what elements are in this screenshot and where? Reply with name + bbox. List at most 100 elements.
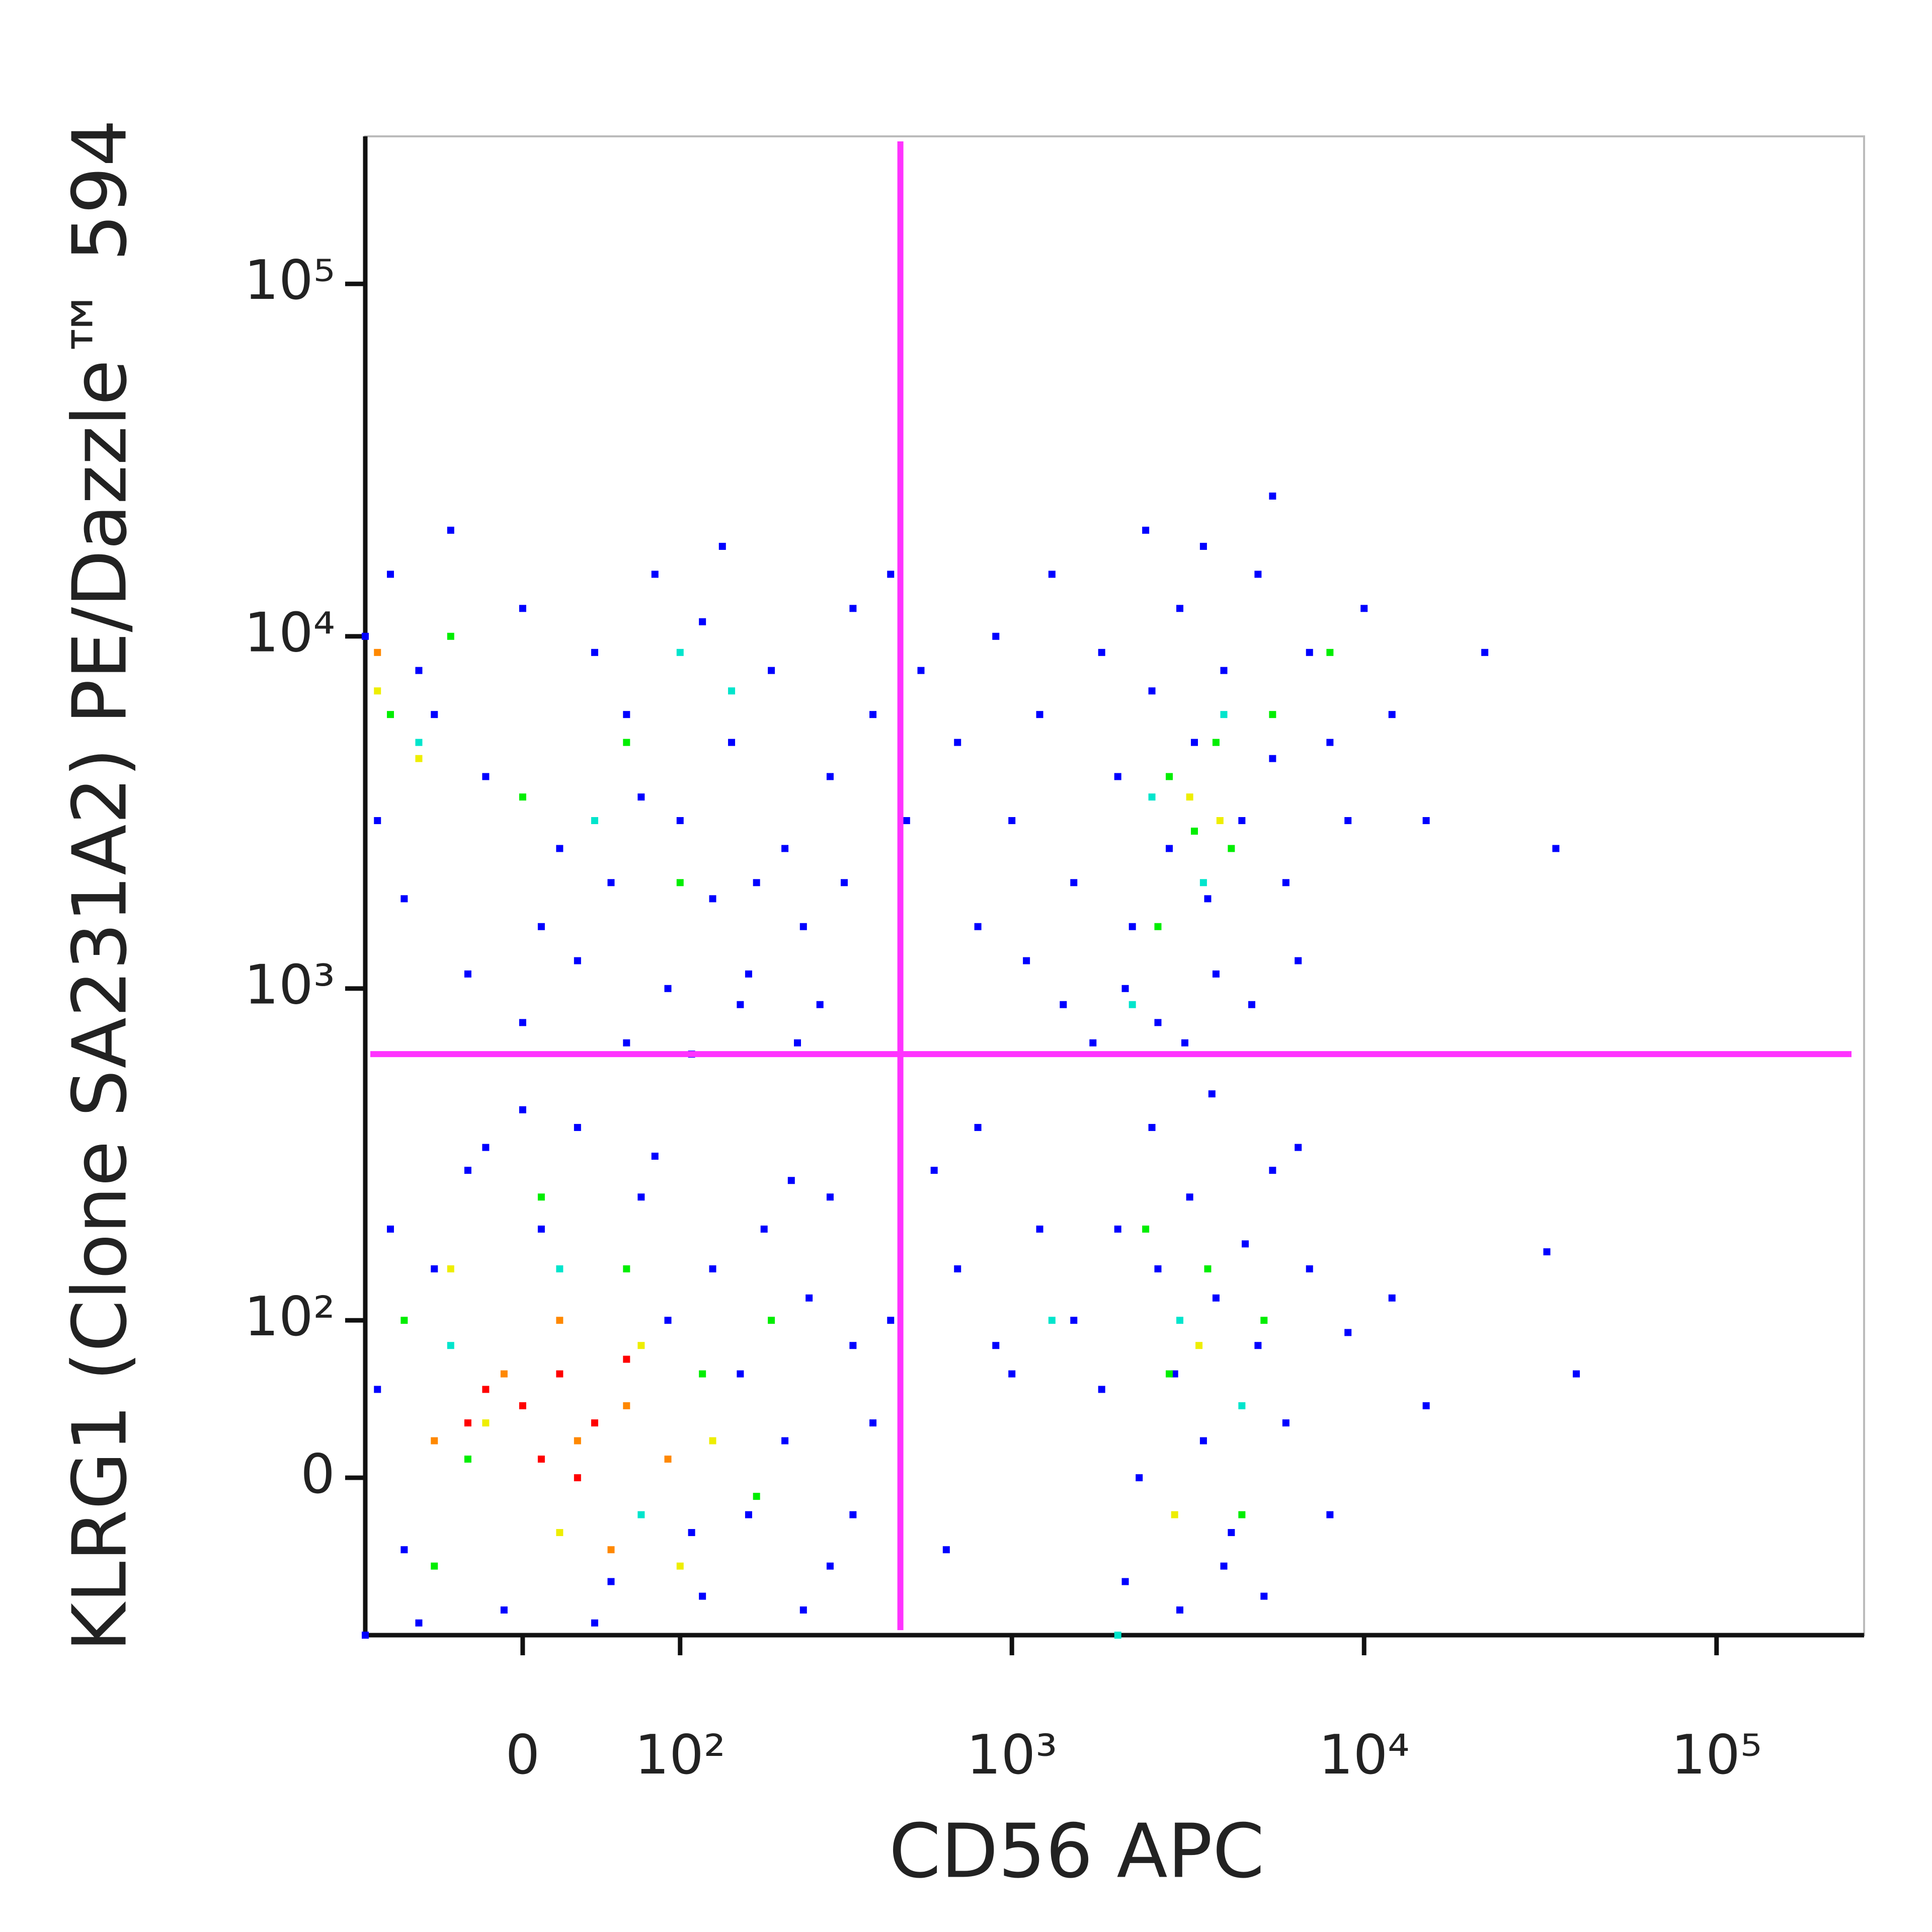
plot-frame (364, 135, 1865, 1636)
event-dot (387, 711, 394, 718)
event-dot (1238, 817, 1246, 824)
event-dot (482, 1386, 490, 1393)
event-dot (728, 687, 736, 695)
event-dot (651, 571, 659, 578)
event-dot (1260, 1317, 1268, 1324)
event-dot (1048, 571, 1056, 578)
event-dot (709, 1265, 716, 1272)
event-dot (664, 1456, 672, 1463)
event-dot (1190, 827, 1198, 835)
event-dot (537, 1225, 545, 1233)
event-dot (840, 879, 848, 887)
event-dot (1238, 1511, 1246, 1518)
event-dot (1199, 542, 1207, 550)
event-dot (387, 571, 394, 578)
event-dot (431, 1562, 438, 1570)
event-dot (930, 1167, 938, 1174)
event-dot (1573, 1370, 1580, 1378)
event-dot (431, 1265, 438, 1272)
event-dot (374, 687, 381, 695)
event-dot (1552, 845, 1560, 852)
event-dot (1344, 817, 1352, 824)
event-dot (1148, 1123, 1156, 1131)
event-dot (1008, 1370, 1016, 1378)
event-dot (1212, 1294, 1220, 1302)
event-dot (519, 1019, 526, 1026)
event-dot (676, 817, 684, 824)
event-dot (623, 1039, 630, 1046)
event-dot (1181, 1039, 1188, 1046)
event-dot (1154, 923, 1162, 930)
event-dot (1360, 605, 1368, 612)
event-dot (574, 1474, 581, 1482)
event-dot (447, 1265, 454, 1272)
event-dot (1176, 1317, 1184, 1324)
event-dot (709, 895, 716, 903)
event-dot (869, 711, 877, 718)
y-axis-title: KLRG1 (Clone SA231A2) PE/Dazzle™ 594 (57, 119, 143, 1652)
event-dot (1154, 1265, 1162, 1272)
event-dot (1129, 1001, 1136, 1008)
event-dot (849, 1342, 857, 1349)
event-dot (1171, 1511, 1178, 1518)
event-dot (1326, 649, 1334, 656)
event-dot (415, 667, 423, 674)
event-dot (1481, 649, 1489, 656)
event-dot (1212, 739, 1220, 746)
event-dot (1388, 1294, 1396, 1302)
event-dot (794, 1039, 801, 1046)
event-dot (1199, 1437, 1207, 1444)
event-dot (1121, 985, 1129, 992)
event-dot (737, 1370, 744, 1378)
event-dot (1220, 711, 1228, 718)
x-axis-title: CD56 APC (889, 1808, 1265, 1895)
event-dot (400, 1317, 408, 1324)
event-dot (464, 1456, 471, 1463)
event-dot (637, 1342, 645, 1349)
event-dot (1282, 1419, 1290, 1427)
event-dot (1098, 1386, 1105, 1393)
event-dot (1023, 957, 1030, 964)
event-dot (1543, 1248, 1551, 1256)
event-dot (623, 1265, 630, 1272)
event-dot (1166, 845, 1173, 852)
event-dot (1166, 1370, 1173, 1378)
event-dot (519, 1402, 526, 1410)
y-tick-label: 10² (244, 1285, 335, 1348)
event-dot (787, 1177, 795, 1184)
event-dot (1129, 923, 1136, 930)
event-dot (974, 1123, 982, 1131)
event-dot (1036, 711, 1043, 718)
event-dot (637, 793, 645, 801)
event-dot (623, 1402, 630, 1410)
event-dot (464, 970, 471, 978)
event-dot (1195, 1342, 1203, 1349)
event-dot (954, 739, 961, 746)
x-tick-label: 10⁴ (1319, 1724, 1410, 1787)
event-dot (519, 1106, 526, 1113)
event-dot (591, 1419, 598, 1427)
event-dot (574, 1437, 581, 1444)
event-dot (537, 1193, 545, 1201)
event-dot (447, 1342, 454, 1349)
event-dot (537, 1456, 545, 1463)
event-dot (781, 845, 789, 852)
event-dot (607, 879, 615, 887)
event-dot (1204, 895, 1212, 903)
event-dot (464, 1419, 471, 1427)
event-dot (400, 895, 408, 903)
event-dot (1070, 1317, 1078, 1324)
event-dot (760, 1225, 768, 1233)
event-dot (1176, 1606, 1184, 1614)
event-dot (431, 711, 438, 718)
event-dot (1204, 1265, 1212, 1272)
event-dot (1070, 879, 1078, 887)
event-dot (591, 649, 598, 656)
event-dot (482, 1419, 490, 1427)
event-dot (745, 1511, 752, 1518)
event-dot (591, 817, 598, 824)
event-dot (519, 605, 526, 612)
event-dot (1306, 649, 1313, 656)
event-dot (745, 970, 752, 978)
